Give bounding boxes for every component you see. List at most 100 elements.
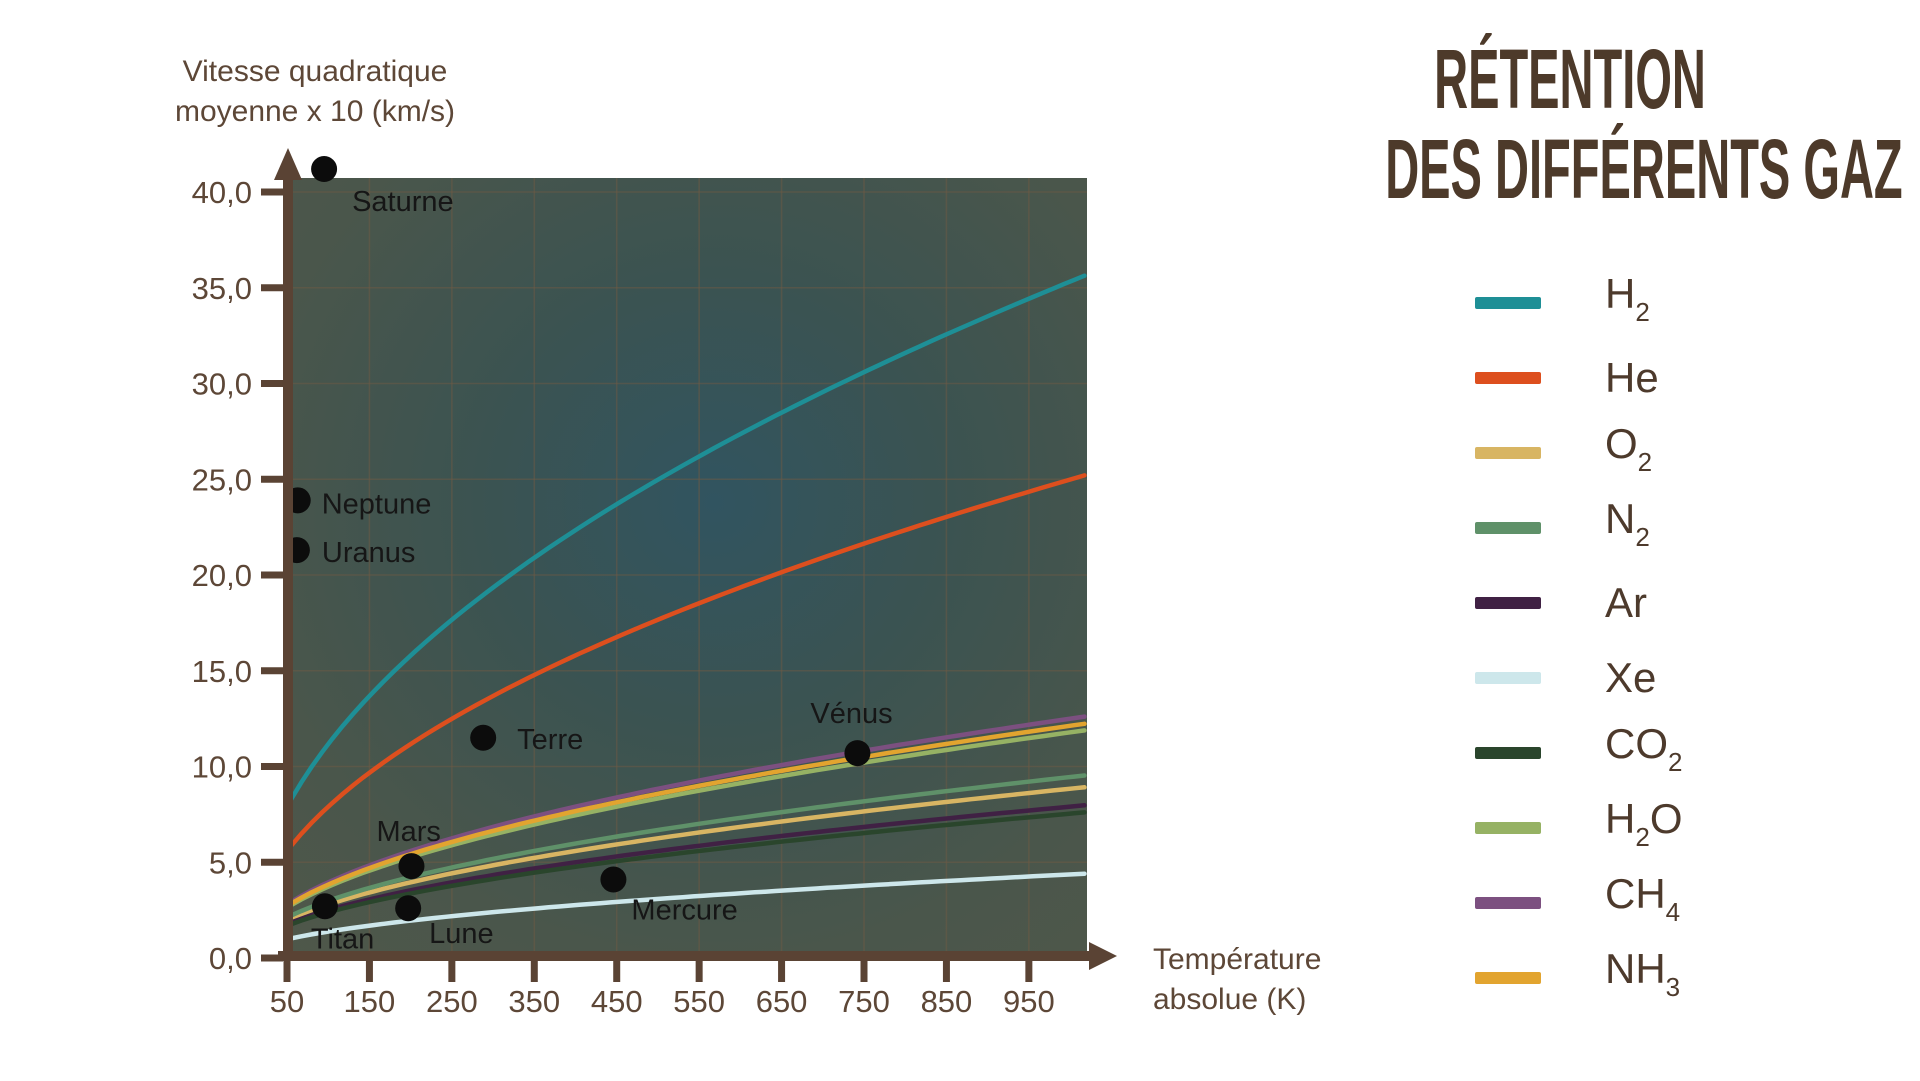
y-tick-label: 5,0 <box>209 845 252 880</box>
curve-nh3 <box>291 721 1087 906</box>
legend-item-xe: Xe <box>1475 640 1682 715</box>
x-tick <box>1025 961 1033 982</box>
legend-label-ar: Ar <box>1605 578 1647 626</box>
legend-swatch-ch4 <box>1475 896 1541 909</box>
y-tick-label: 40,0 <box>192 175 252 210</box>
legend-label-ch4: CH4 <box>1605 869 1681 927</box>
y-tick <box>261 188 283 196</box>
y-axis-title-line2: moyenne x 10 (km/s) <box>174 95 456 128</box>
y-axis-line <box>283 176 293 961</box>
grid-lines <box>293 178 1087 951</box>
legend-item-h2o: H2O <box>1475 790 1682 865</box>
legend-item-ar: Ar <box>1475 565 1682 640</box>
x-tick-label: 850 <box>921 984 973 1019</box>
legend-label-h2: H2 <box>1605 269 1650 327</box>
gas-curves <box>291 273 1087 941</box>
curve-he <box>291 473 1087 849</box>
legend-item-ch4: CH4 <box>1475 865 1682 940</box>
legend-label-xe: Xe <box>1605 653 1657 701</box>
curve-xe <box>291 871 1087 941</box>
y-tick <box>261 858 283 866</box>
legend-label-n2: N2 <box>1605 494 1650 552</box>
x-axis-title: Température absolue (K) <box>1153 940 1321 1020</box>
planet-label-venus: Vénus <box>810 698 892 730</box>
planet-label-uranus: Uranus <box>322 537 416 569</box>
curve-ch4 <box>291 714 1087 905</box>
x-axis-title-line2: absolue (K) <box>1153 983 1307 1016</box>
planet-label-terre: Terre <box>517 724 583 756</box>
retention-chart: Saturne Neptune Uranus Terre Vénus Mars Mercur… <box>192 148 1117 1019</box>
x-tick <box>283 961 291 982</box>
x-axis-line <box>278 951 1091 961</box>
x-tick-label: 50 <box>270 984 304 1019</box>
planet-label-mercure: Mercure <box>631 894 737 926</box>
x-tick <box>365 961 373 982</box>
legend-label-o2: O2 <box>1605 419 1653 477</box>
planet-dot-terre <box>470 724 497 751</box>
legend-swatch-h2 <box>1475 296 1541 309</box>
y-tick <box>261 667 283 675</box>
y-tick-label: 10,0 <box>192 750 252 785</box>
legend-swatch-xe <box>1475 671 1541 684</box>
y-tick <box>261 284 283 292</box>
y-tick-label: 25,0 <box>192 462 252 497</box>
x-axis-arrow <box>1089 942 1117 970</box>
planet-dot-venus <box>844 740 871 767</box>
x-tick-label: 150 <box>344 984 396 1019</box>
curve-h2o <box>291 728 1087 908</box>
y-tick-label: 30,0 <box>192 367 252 402</box>
legend-label-h2o: H2O <box>1605 794 1683 852</box>
legend-label-nh3: NH3 <box>1605 944 1681 1002</box>
curve-co2 <box>291 810 1087 927</box>
axes <box>261 148 1117 982</box>
legend-swatch-co2 <box>1475 746 1541 759</box>
y-axis-title-line1: Vitesse quadratique <box>182 55 448 88</box>
planet-dot-lune <box>395 895 422 922</box>
y-tick <box>261 380 283 387</box>
y-tick-label: 35,0 <box>192 271 252 306</box>
x-tick-label: 250 <box>426 984 478 1019</box>
y-tick-label: 20,0 <box>192 558 252 593</box>
y-axis-title: Vitesse quadratique moyenne x 10 (km/s) <box>115 52 515 132</box>
x-tick <box>530 961 538 982</box>
legend-swatch-ar <box>1475 596 1541 609</box>
legend-item-co2: CO2 <box>1475 715 1682 790</box>
legend-label-he: He <box>1605 353 1659 401</box>
x-tick-label: 450 <box>591 984 643 1019</box>
x-tick <box>942 961 950 982</box>
legend-swatch-n2 <box>1475 521 1541 534</box>
y-tick <box>261 571 283 579</box>
x-tick-label: 650 <box>756 984 808 1019</box>
x-tick-label: 950 <box>1003 984 1055 1019</box>
tick-labels: 50 150 250 350 450 550 650 750 850 950 0,0 5,0 10,0 1… <box>192 175 1055 1019</box>
y-axis-arrow <box>274 148 302 180</box>
legend-swatch-o2 <box>1475 446 1541 459</box>
legend-item-he: He <box>1475 340 1682 415</box>
legend-item-h2: H2 <box>1475 265 1682 340</box>
planet-dot-mars <box>398 853 425 880</box>
planet-label-mars: Mars <box>376 816 440 848</box>
curve-ar <box>291 803 1087 925</box>
planet-dot-titan <box>311 893 338 920</box>
curve-n2 <box>291 773 1087 918</box>
curve-o2 <box>291 785 1087 921</box>
x-tick <box>613 961 621 982</box>
y-tick-label: 0,0 <box>209 941 252 976</box>
page-title: RÉTENTION DES DIFFÉRENTS GAZ <box>1385 34 1903 216</box>
x-tick <box>448 961 456 982</box>
planet-label-neptune: Neptune <box>322 488 432 520</box>
page-title-line2: DES DIFFÉRENTS GAZ <box>1385 122 1903 216</box>
curve-h2 <box>291 273 1087 802</box>
planet-label-lune: Lune <box>429 918 494 950</box>
y-tick <box>261 954 283 962</box>
legend-swatch-h2o <box>1475 821 1541 834</box>
y-tick-label: 15,0 <box>192 654 252 689</box>
y-tick <box>261 475 283 483</box>
x-tick <box>695 961 703 982</box>
planet-points: Saturne Neptune Uranus Terre Vénus Mars Mercur… <box>283 156 893 955</box>
x-tick <box>778 961 786 982</box>
legend-item-n2: N2 <box>1475 490 1682 565</box>
planet-label-titan: Titan <box>311 923 374 955</box>
x-tick <box>860 961 868 982</box>
legend-swatch-he <box>1475 371 1541 384</box>
